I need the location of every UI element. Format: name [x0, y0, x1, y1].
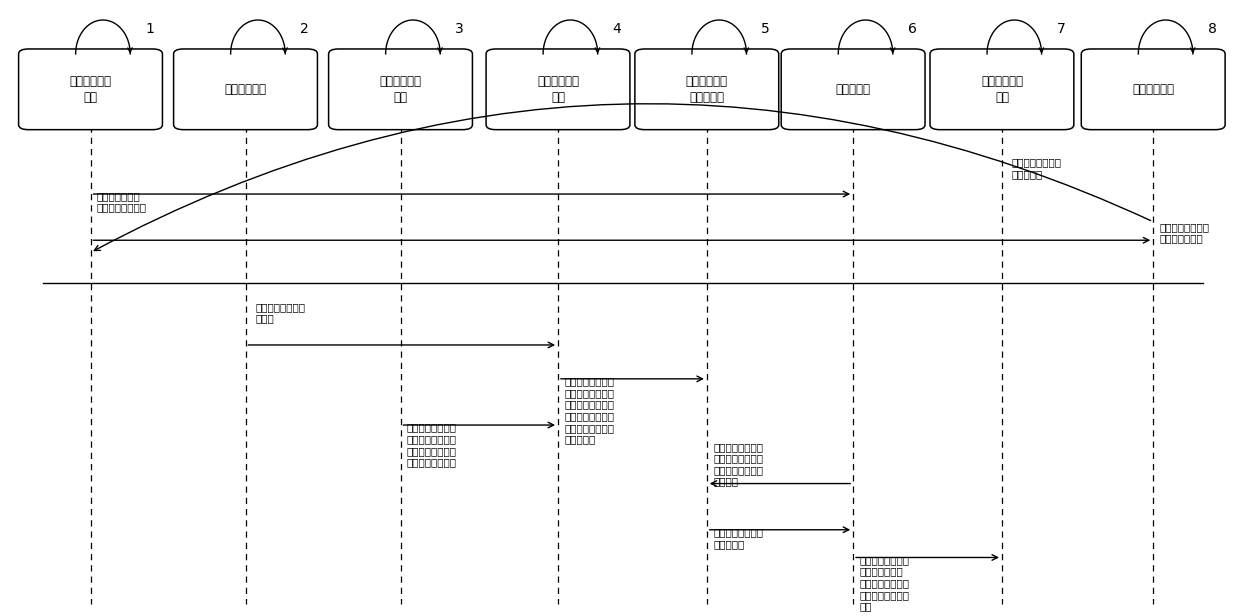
Text: 6: 6 [908, 22, 916, 36]
FancyBboxPatch shape [635, 49, 779, 129]
Text: 3: 3 [455, 22, 464, 36]
Text: 1: 1 [145, 22, 154, 36]
FancyBboxPatch shape [19, 49, 162, 129]
Text: 录入的数据保存到
数据服务器: 录入的数据保存到 数据服务器 [713, 527, 763, 549]
Text: 录入车辆管理、员
工管理、皮重管
理、物料信息、排
班管理和市场管理
信息: 录入车辆管理、员 工管理、皮重管 理、物料信息、排 班管理和市场管理 信息 [859, 555, 909, 612]
Text: 接入电子称的电子
信号，并将电子称
的电子信号传输到
称重数据采集模块: 接入电子称的电子 信号，并将电子称 的电子信号传输到 称重数据采集模块 [407, 423, 456, 468]
Text: 称重数据保存
及上传模块: 称重数据保存 及上传模块 [686, 75, 728, 104]
FancyBboxPatch shape [1081, 49, 1225, 129]
FancyBboxPatch shape [781, 49, 925, 129]
Text: 人机交互界面: 人机交互界面 [1132, 83, 1174, 96]
Text: 数据服务器: 数据服务器 [836, 83, 870, 96]
Text: 5: 5 [761, 22, 770, 36]
Text: 8: 8 [1208, 22, 1216, 36]
Text: 设置物料辅助工具
的重量: 设置物料辅助工具 的重量 [255, 302, 305, 323]
Text: 称重数据接入
模块: 称重数据接入 模块 [379, 75, 422, 104]
FancyBboxPatch shape [486, 49, 630, 129]
Text: 2: 2 [300, 22, 309, 36]
Text: 订单数据接入
模块: 订单数据接入 模块 [69, 75, 112, 104]
Text: 皮重管理模块: 皮重管理模块 [224, 83, 267, 96]
Text: 4: 4 [613, 22, 621, 36]
Text: 采集称重数据接入
模块传输的电子称
传入的电子信号，
并将采集的数据传
输到称重数据保存
及上传模块: 采集称重数据接入 模块传输的电子称 传入的电子信号， 并将采集的数据传 输到称重… [564, 376, 614, 444]
Text: 基础数据录入
模块: 基础数据录入 模块 [981, 75, 1023, 104]
FancyBboxPatch shape [174, 49, 317, 129]
Text: 管理人员在人机交
互界面操作: 管理人员在人机交 互界面操作 [1012, 157, 1061, 179]
Text: 称重数据采集
模块: 称重数据采集 模块 [537, 75, 579, 104]
Text: 从订单系统同步
数据到数据服务器: 从订单系统同步 数据到数据服务器 [97, 191, 146, 213]
FancyBboxPatch shape [930, 49, 1074, 129]
FancyBboxPatch shape [329, 49, 472, 129]
Text: 计算出净重，并且
把数据加密后保存
和上传到本地数据
服务器中: 计算出净重，并且 把数据加密后保存 和上传到本地数据 服务器中 [713, 442, 763, 487]
Text: 7: 7 [1056, 22, 1065, 36]
Text: 人工操作得到反馈
信息和录入信息: 人工操作得到反馈 信息和录入信息 [1159, 222, 1209, 243]
